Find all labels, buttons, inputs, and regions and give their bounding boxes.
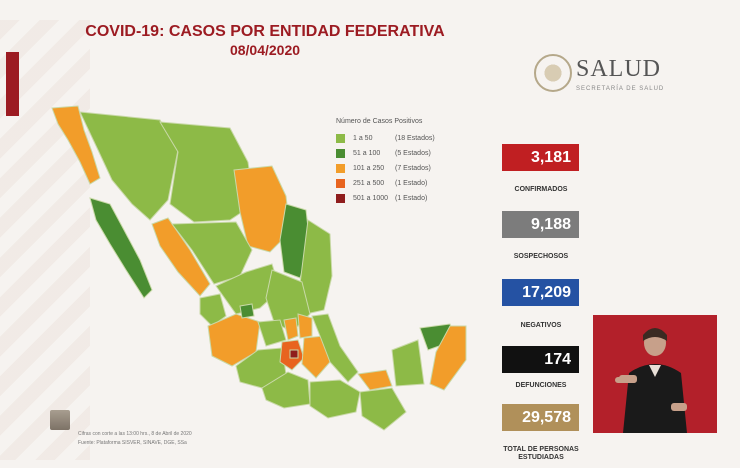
stat-negativos-value: 17,209 [502, 279, 579, 306]
state-sinaloa [151, 217, 211, 297]
legend-count: (5 Estados) [395, 150, 431, 157]
legend-range: 101 a 250 [353, 165, 385, 172]
legend-count: (1 Estado) [395, 195, 428, 202]
logo-subtitle: SECRETARÍA DE SALUD [576, 86, 665, 92]
legend-item-5: 501 a 1000 (1 Estado) [336, 191, 446, 206]
legend-range: 51 a 100 [353, 150, 381, 157]
stat-sospechosos-value: 9,188 [502, 211, 579, 238]
state-queretaro [283, 317, 299, 341]
logo-title: SALUD [576, 56, 662, 82]
legend-swatch [336, 179, 345, 188]
slide-date: 08/04/2020 [229, 42, 301, 58]
stat-total-label: TOTAL DE PERSONAS ESTUDIADAS [503, 446, 579, 461]
legend-range: 501 a 1000 [353, 195, 389, 202]
state-cdmx [289, 349, 299, 359]
footer-line-2: Fuente: Plataforma SISVER, SINAVE, DGE, … [78, 440, 187, 446]
state-baja-california [51, 105, 101, 185]
state-tabasco [357, 369, 393, 391]
state-veracruz [311, 313, 359, 383]
footer-source: Cifras con corte a las 13:00 hrs., 8 de … [78, 430, 192, 448]
legend-swatch [336, 194, 345, 203]
legend-item-3: 101 a 250 (7 Estados) [336, 161, 446, 176]
legend-swatch [336, 149, 345, 158]
legend-range: 1 a 50 [353, 135, 373, 142]
state-aguascalientes [239, 303, 255, 319]
state-nuevo-leon [279, 203, 311, 279]
state-quintana-roo [429, 325, 467, 391]
stat-negativos-label: NEGATIVOS [520, 322, 562, 329]
slide-title: COVID-19: CASOS POR ENTIDAD FEDERATIVA [85, 23, 445, 40]
stat-defunciones-label: DEFUNCIONES [515, 382, 567, 389]
legend-item-2: 51 a 100 (5 Estados) [336, 146, 446, 161]
state-oaxaca [309, 379, 361, 419]
legend-swatch [336, 164, 345, 173]
sign-language-interpreter-video [593, 315, 717, 433]
interpreter-figure [615, 328, 687, 433]
legend-title: Número de Casos Positivos [336, 118, 423, 125]
stat-total-value: 29,578 [502, 404, 579, 431]
state-campeche [391, 339, 425, 387]
legend-item-4: 251 a 500 (1 Estado) [336, 176, 446, 191]
state-chiapas [359, 387, 407, 431]
legend-item-1: 1 a 50 (18 Estados) [336, 131, 446, 146]
stat-confirmados-label: CONFIRMADOS [514, 186, 568, 193]
legend-count: (7 Estados) [395, 165, 431, 172]
state-hidalgo [297, 313, 313, 339]
building-icon [50, 410, 70, 430]
legend-swatch [336, 134, 345, 143]
mexico-choropleth-map [51, 105, 467, 431]
stat-confirmados-value: 3,181 [502, 144, 579, 171]
mexico-seal-icon [534, 54, 572, 92]
legend-count: (18 Estados) [395, 135, 435, 142]
state-baja-california-sur [89, 197, 153, 299]
legend-count: (1 Estado) [395, 180, 428, 187]
stat-sospechosos-label: SOSPECHOSOS [513, 253, 569, 260]
footer-line-1: Cifras con corte a las 13:00 hrs., 8 de … [78, 431, 192, 437]
state-guanajuato [257, 319, 287, 347]
stat-defunciones-value: 174 [502, 346, 579, 373]
map-legend: Número de Casos Positivos 1 a 50 (18 Est… [336, 118, 446, 206]
legend-range: 251 a 500 [353, 180, 385, 187]
red-accent-bar [6, 52, 19, 116]
salud-logo: SALUD SECRETARÍA DE SALUD [534, 54, 694, 102]
state-chihuahua [159, 121, 255, 223]
